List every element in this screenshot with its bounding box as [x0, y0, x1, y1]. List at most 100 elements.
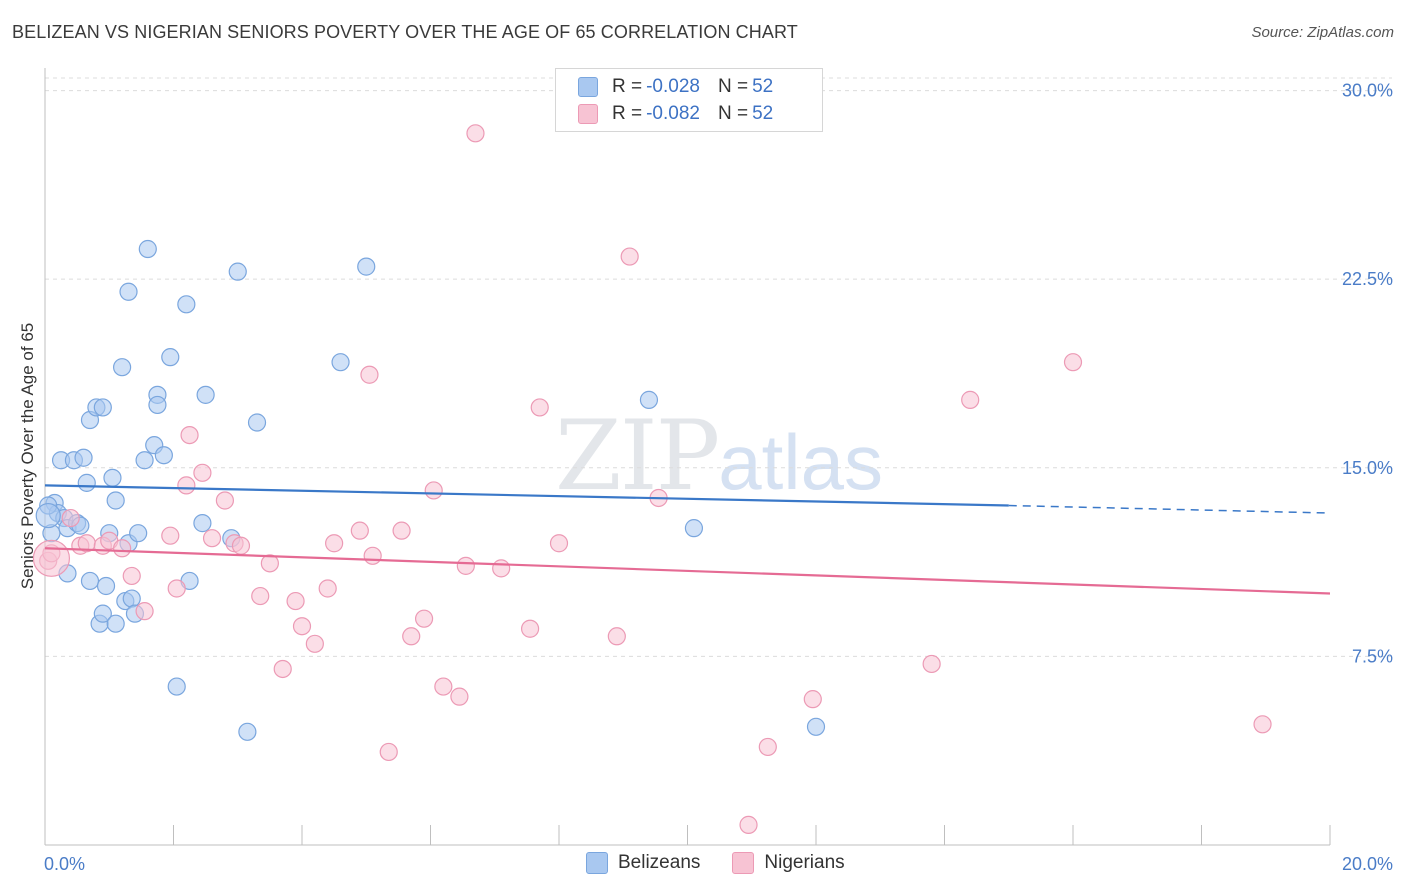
point-nigerians — [1253, 715, 1272, 734]
point-belizeans — [74, 448, 93, 467]
y-axis-label: Seniors Poverty Over the Age of 65 — [18, 323, 37, 589]
point-belizeans — [193, 514, 212, 533]
trend-line-belizeans — [44, 484, 1009, 507]
point-nigerians — [251, 586, 270, 606]
y-tick-label: 7.5% — [1352, 646, 1393, 666]
point-nigerians — [549, 534, 569, 553]
point-nigerians — [424, 481, 443, 500]
series-legend: Belizeans Nigerians — [586, 852, 877, 874]
legend-swatch-nigerians — [578, 104, 598, 124]
point-nigerians — [202, 529, 222, 548]
point-belizeans — [196, 385, 215, 404]
point-belizeans — [80, 571, 100, 591]
point-nigerians — [360, 365, 379, 384]
point-belizeans — [93, 604, 112, 623]
legend-row-belizeans: R = -0.028 N = 52 — [578, 75, 773, 99]
point-belizeans — [129, 524, 148, 543]
point-nigerians — [363, 546, 382, 565]
point-belizeans — [96, 576, 116, 596]
point-nigerians — [177, 476, 196, 495]
legend-r-value: -0.082 — [646, 103, 700, 124]
point-nigerians — [456, 556, 475, 575]
point-nigerians — [292, 617, 312, 636]
point-nigerians — [434, 677, 453, 696]
point-belizeans — [93, 398, 112, 417]
point-nigerians — [466, 124, 485, 143]
point-nigerians — [215, 491, 234, 510]
legend-swatch-belizeans — [586, 852, 608, 874]
stats-legend: R = -0.028 N = 52 R = -0.082 N = 52 — [555, 68, 823, 132]
legend-n-label: N = — [717, 76, 749, 97]
point-nigerians — [273, 659, 292, 679]
watermark-zip: ZIP — [555, 400, 720, 512]
point-belizeans — [138, 239, 157, 259]
legend-label-belizeans: Belizeans — [618, 852, 701, 873]
legend-label-nigerians: Nigerians — [764, 852, 845, 873]
legend-swatch-nigerians — [732, 852, 755, 874]
point-nigerians — [392, 521, 411, 540]
y-tick-label: 30.0% — [1342, 81, 1393, 101]
watermark-atlas: atlas — [718, 418, 883, 506]
point-belizeans — [247, 413, 267, 432]
point-belizeans — [106, 614, 125, 633]
legend-r-value: -0.028 — [646, 76, 700, 97]
point-belizeans — [228, 262, 247, 281]
legend-n-value: 52 — [752, 103, 774, 124]
legend-item-nigerians[interactable]: Nigerians — [732, 852, 845, 874]
point-nigerians — [492, 559, 511, 578]
point-nigerians — [161, 526, 180, 545]
point-nigerians — [803, 690, 822, 709]
point-nigerians — [167, 579, 186, 598]
point-nigerians — [193, 463, 212, 482]
point-nigerians — [620, 247, 639, 266]
point-nigerians — [318, 579, 337, 598]
point-belizeans — [357, 257, 376, 276]
point-belizeans — [806, 717, 826, 736]
point-nigerians — [112, 539, 132, 558]
point-nigerians — [180, 425, 199, 445]
point-nigerians — [135, 602, 154, 621]
point-nigerians — [402, 627, 421, 646]
legend-n-label: N = — [717, 103, 749, 124]
point-nigerians — [607, 627, 626, 646]
point-belizeans — [639, 390, 659, 409]
point-belizeans — [154, 446, 173, 465]
point-belizeans-cluster — [35, 502, 61, 529]
point-nigerians — [231, 536, 251, 555]
point-nigerians — [350, 521, 369, 540]
point-belizeans — [122, 589, 141, 608]
point-nigerians — [286, 591, 305, 611]
point-nigerians — [922, 654, 941, 674]
point-belizeans — [148, 395, 167, 415]
point-belizeans — [167, 677, 186, 696]
point-belizeans — [112, 358, 132, 377]
x-tick-label: 20.0% — [1342, 854, 1393, 874]
point-belizeans — [77, 473, 96, 492]
point-nigerians-cluster — [32, 539, 71, 577]
point-belizeans — [684, 519, 704, 538]
x-tick-label: 0.0% — [44, 854, 85, 874]
legend-swatch-belizeans — [578, 77, 598, 97]
legend-item-belizeans[interactable]: Belizeans — [586, 852, 700, 874]
y-tick-label: 22.5% — [1342, 269, 1393, 289]
point-nigerians — [122, 566, 141, 586]
point-nigerians — [305, 634, 324, 653]
point-nigerians — [739, 815, 758, 834]
point-nigerians — [961, 390, 980, 409]
point-nigerians — [530, 398, 549, 417]
point-nigerians — [61, 508, 80, 528]
point-nigerians — [325, 534, 344, 553]
point-nigerians — [260, 554, 279, 573]
point-belizeans — [177, 295, 196, 314]
trend-line-belizeans-extension — [1008, 504, 1331, 514]
point-nigerians — [758, 737, 777, 757]
point-nigerians — [520, 619, 540, 638]
point-belizeans — [119, 282, 138, 301]
point-belizeans — [161, 348, 180, 367]
source-label: Source: ZipAtlas.com — [1251, 24, 1394, 41]
point-belizeans — [135, 451, 154, 470]
chart-title: BELIZEAN VS NIGERIAN SENIORS POVERTY OVE… — [12, 22, 798, 42]
point-nigerians — [1063, 353, 1083, 372]
point-nigerians — [414, 609, 434, 628]
